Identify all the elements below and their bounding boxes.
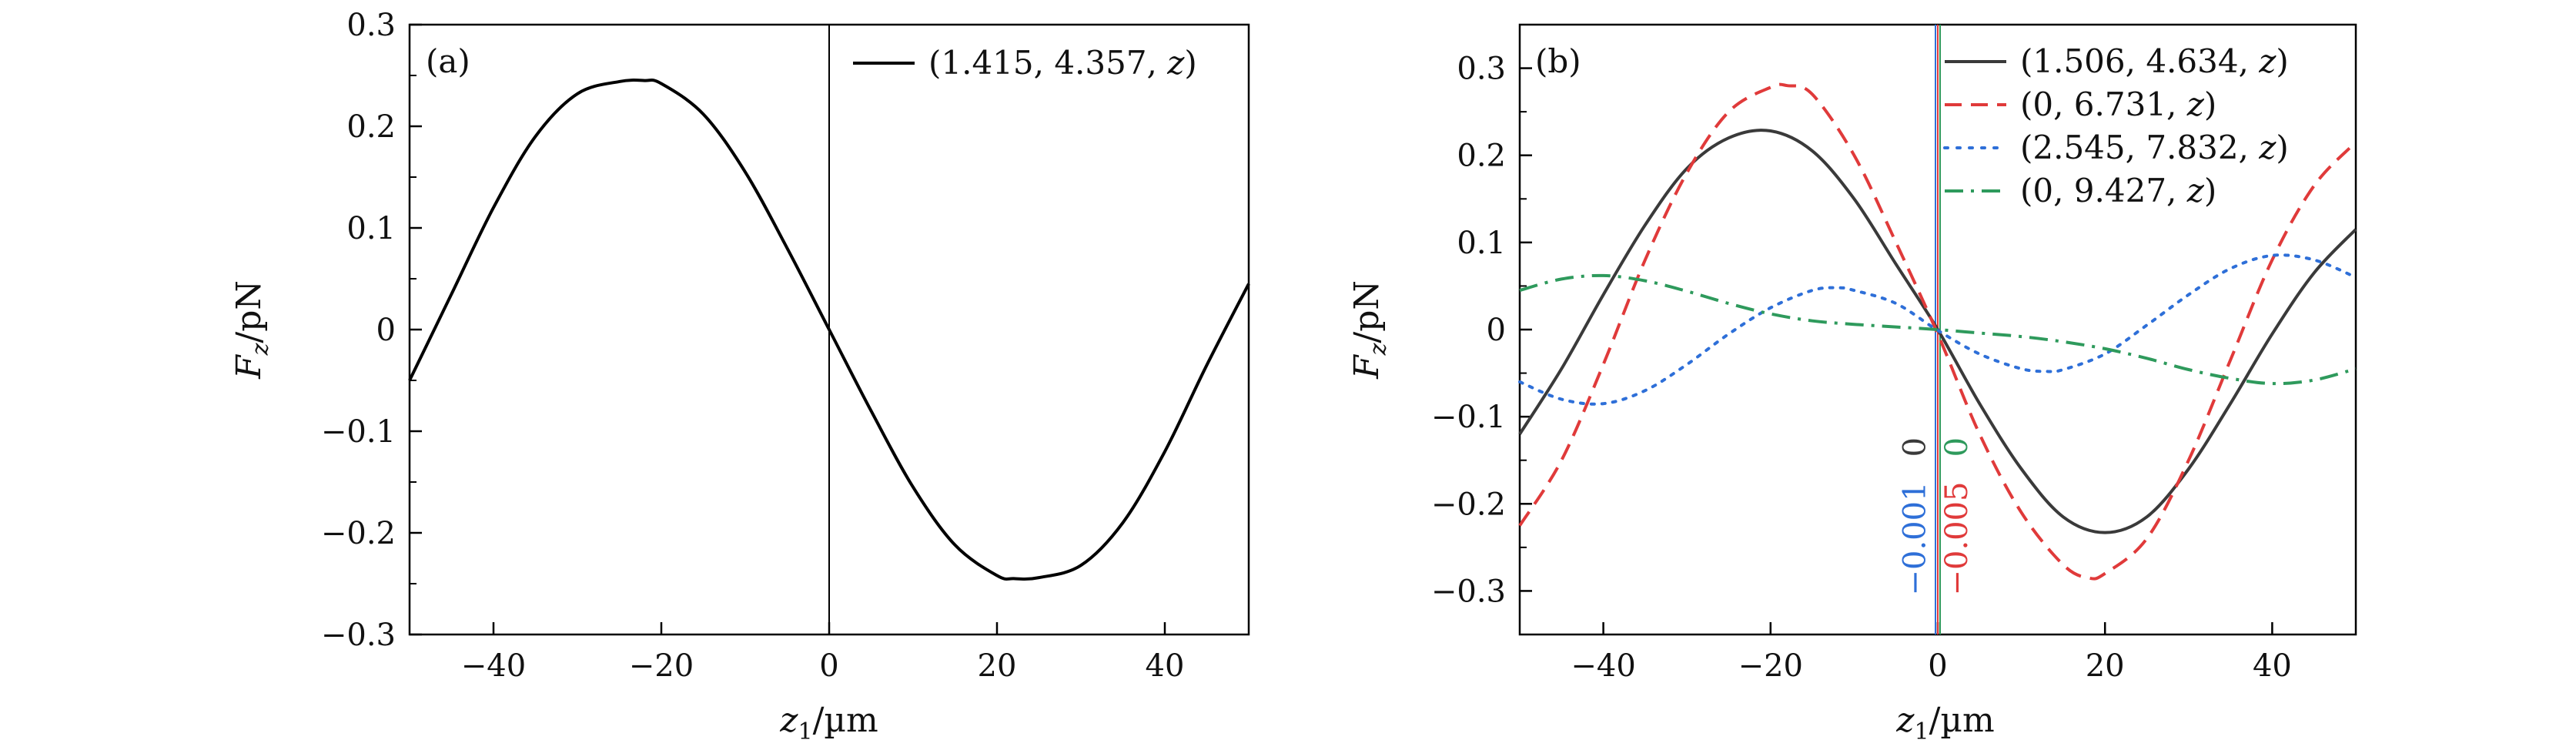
panel-a-legend-label-0: (1.415, 4.357, z) <box>928 44 1197 82</box>
panel-a-label: (a) <box>426 42 470 80</box>
panel-b-x-tick-label: 20 <box>2086 648 2125 684</box>
panel-b-y-tick-label: 0.2 <box>1457 139 1506 174</box>
panel-b-y-tick-label: 0.3 <box>1457 52 1506 87</box>
panel-a-y-tick-label: −0.1 <box>321 414 396 450</box>
panel-b-legend-label-0: (1.506, 4.634, z) <box>2020 42 2289 80</box>
panel-b-y-tick-label: −0.3 <box>1431 574 1506 609</box>
panel-b-x-tick-label: −20 <box>1738 648 1803 684</box>
panel-b-y-tick-label: 0.1 <box>1457 226 1506 261</box>
panel-b-legend-label-3: (0, 9.427, z) <box>2020 172 2216 209</box>
panel-a-axes: −40 −20 0 20 40 −0.3 −0.2 −0.1 0 0.1 0.2 0.3 <box>321 8 1250 684</box>
panel-a-y-tick-label: 0.3 <box>346 8 396 43</box>
panel-a-x-tick-label: 40 <box>1146 648 1185 684</box>
panel-a-series-0-line <box>408 79 1250 581</box>
panel-b-annotation-0: 0 <box>1898 437 1933 457</box>
panel-b-y-tick-label: −0.2 <box>1431 487 1506 522</box>
panel-a-data <box>408 79 1250 581</box>
panel-a-y-axis-title: Fz/pN <box>229 280 274 380</box>
panel-a-x-tick-label: −40 <box>461 648 526 684</box>
panel-b-label: (b) <box>1535 42 1581 80</box>
panel-a-x-axis-title: z1/µm <box>779 701 878 745</box>
panel-b-data <box>1518 82 2357 581</box>
panel-a-y-tick-label: 0.1 <box>346 211 396 246</box>
panel-b-legend-label-2: (2.545, 7.832, z) <box>2020 129 2289 166</box>
panel-b-axes: −40 −20 0 20 40 −0.3 −0.2 −0.1 0 0.1 0.2 0.3 <box>1431 23 2357 684</box>
panel-b-series-2-line <box>1518 253 2357 406</box>
panel-b-annotation-1: −0.001 <box>1898 481 1933 595</box>
panel-a-x-tick-label: 20 <box>978 648 1017 684</box>
panel-b-series-1-line <box>1518 82 2357 581</box>
panel-a-y-tick-label: 0.2 <box>346 109 396 145</box>
panel-b-legend-label-1: (0, 6.731, z) <box>2020 85 2216 123</box>
panel-b-y-tick-label: −0.1 <box>1431 400 1506 435</box>
panel-b-annotation-3: 0 <box>1939 437 1975 457</box>
panel-b-annotations: 0 −0.001 −0.005 0 <box>1898 437 1975 596</box>
panel-b-series-3-line <box>1519 273 2357 386</box>
panel-a-y-tick-label: −0.2 <box>321 516 396 551</box>
panel-a-y-tick-label: −0.3 <box>321 618 396 653</box>
panel-b-x-tick-label: 0 <box>1928 648 1947 684</box>
panel-b-x-tick-label: 40 <box>2253 648 2292 684</box>
panel-b-x-axis-title: z1/µm <box>1895 701 1994 745</box>
panel-a: −40 −20 0 20 40 −0.3 −0.2 −0.1 0 0.1 0.2 0.3 (1.415… <box>229 8 1250 745</box>
panel-a-y-tick-label: 0 <box>376 313 396 348</box>
panel-b: −40 −20 0 20 40 −0.3 −0.2 −0.1 0 0.1 0.2 0.3 (1.506… <box>1347 23 2357 745</box>
panel-b-y-axis-title: Fz/pN <box>1347 280 1392 380</box>
panel-b-legend: (1.506, 4.634, z) (0, 6.731, z) (2.545, 7.… <box>1943 42 2289 209</box>
panel-b-annotation-2: −0.005 <box>1939 481 1975 595</box>
panel-a-x-tick-label: −20 <box>629 648 694 684</box>
panel-b-y-tick-label: 0 <box>1487 313 1506 348</box>
panel-b-x-tick-label: −40 <box>1571 648 1635 684</box>
panel-a-legend: (1.415, 4.357, z) <box>853 44 1197 82</box>
panel-a-x-tick-label: 0 <box>819 648 838 684</box>
